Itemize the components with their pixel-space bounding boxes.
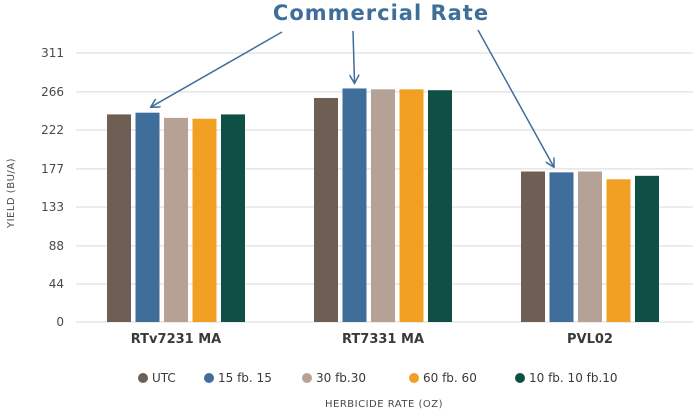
legend-swatch-10-fb-10-fb-10 xyxy=(515,373,525,383)
annotation-arrow-pvl02 xyxy=(477,29,554,166)
bar-pvl02-60-fb-60 xyxy=(606,179,631,322)
category-label-rtv7231-ma: RTv7231 MA xyxy=(131,332,221,347)
legend-swatch-30-fb-30 xyxy=(302,373,312,383)
bar-pvl02-15-fb-15 xyxy=(549,172,574,322)
y-tick-label-133: 133 xyxy=(41,200,64,214)
bar-pvl02-utc xyxy=(521,171,545,322)
y-tick-label-311: 311 xyxy=(41,46,64,60)
bar-rt7331-ma-15-fb-15 xyxy=(342,88,367,323)
y-tick-label-177: 177 xyxy=(41,162,64,176)
bar-pvl02-10-fb-10-fb-10 xyxy=(635,175,659,322)
y-tick-label-44: 44 xyxy=(49,277,64,291)
bar-rtv7231-ma-10-fb-10-fb-10 xyxy=(221,114,245,322)
y-tick-labels: 0 44 88 133 177 222 266 311 xyxy=(41,46,64,329)
bar-rtv7231-ma-utc xyxy=(107,114,131,322)
bars xyxy=(107,88,659,323)
legend-swatch-60-fb-60 xyxy=(409,373,419,383)
legend-label-10-fb-10-fb-10: 10 fb. 10 fb.10 xyxy=(529,371,618,385)
bar-rtv7231-ma-60-fb-60 xyxy=(192,118,217,323)
legend-label-utc: UTC xyxy=(152,371,176,385)
annotation-commercial-rate: Commercial Rate xyxy=(273,1,489,25)
y-tick-label-0: 0 xyxy=(56,315,64,329)
annotation-arrow-rtv7231-ma xyxy=(152,31,283,107)
bar-rtv7231-ma-15-fb-15 xyxy=(135,112,160,322)
bar-rt7331-ma-10-fb-10-fb-10 xyxy=(428,90,452,322)
legend-swatch-utc xyxy=(138,373,148,383)
y-tick-label-266: 266 xyxy=(41,85,64,99)
legend-swatch-15-fb-15 xyxy=(204,373,214,383)
y-axis-title: YIELD (BU/A) xyxy=(6,158,17,229)
y-tick-label-222: 222 xyxy=(41,123,64,137)
legend-label-60-fb-60: 60 fb. 60 xyxy=(423,371,477,385)
y-tick-label-88: 88 xyxy=(49,239,64,253)
category-labels: RTv7231 MA RT7331 MA PVL02 xyxy=(131,332,613,347)
annotation-arrows xyxy=(152,29,554,166)
bar-rt7331-ma-utc xyxy=(314,97,338,322)
bar-pvl02-30-fb-30 xyxy=(578,171,602,322)
category-label-rt7331-ma: RT7331 MA xyxy=(342,332,424,347)
legend: UTC 15 fb. 15 30 fb.30 60 fb. 60 10 fb. 10 f… xyxy=(138,371,618,385)
bar-rt7331-ma-60-fb-60 xyxy=(399,89,424,322)
legend-label-15-fb-15: 15 fb. 15 xyxy=(218,371,272,385)
category-label-pvl02: PVL02 xyxy=(567,332,613,347)
x-axis-title: HERBICIDE RATE (OZ) xyxy=(325,399,443,410)
bar-rt7331-ma-30-fb-30 xyxy=(371,89,395,322)
legend-label-30-fb-30: 30 fb.30 xyxy=(316,371,366,385)
annotation-arrow-rt7331-ma xyxy=(353,30,355,82)
bar-rtv7231-ma-30-fb-30 xyxy=(164,117,188,322)
